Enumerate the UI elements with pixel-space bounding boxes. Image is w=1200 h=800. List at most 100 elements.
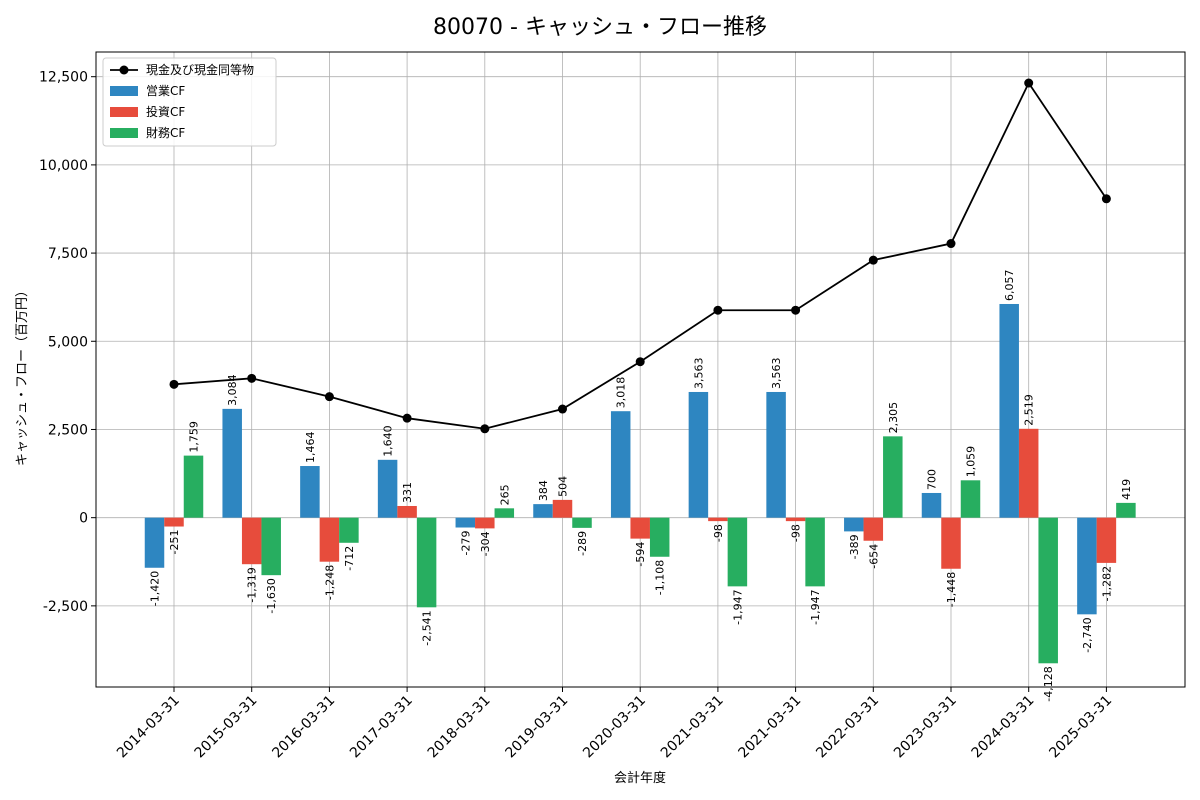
bar-財務CF	[183, 455, 204, 518]
y-tick-label: 2,500	[48, 422, 88, 438]
x-axis: 2014-03-31 2015-03-31 2016-03-31 2017-03-31…	[114, 687, 1115, 761]
bar-投資CF	[1096, 517, 1117, 563]
bar-投資CF	[708, 517, 728, 522]
data-label: -289	[576, 531, 589, 556]
data-label: 504	[557, 476, 570, 497]
x-tick-label: 2015-03-31	[192, 693, 261, 762]
bar-投資CF	[863, 517, 884, 541]
y-tick-label: 10,000	[39, 158, 88, 174]
bars-layer	[144, 303, 1136, 664]
bar-財務CF	[494, 508, 515, 518]
x-tick-label: 2016-03-31	[269, 693, 338, 762]
x-tick-label: 2021-03-31	[658, 693, 727, 762]
legend-entry: 営業CF	[146, 84, 185, 98]
data-label: -1,947	[809, 589, 822, 624]
bar-財務CF	[416, 517, 437, 608]
line-point	[635, 357, 645, 367]
bar-財務CF	[572, 517, 592, 528]
bar-営業CF	[533, 504, 553, 518]
data-label: -1,248	[323, 565, 336, 600]
x-tick-label: 2014-03-31	[114, 693, 183, 762]
data-label: 3,018	[615, 377, 628, 409]
data-label: -1,947	[731, 589, 744, 624]
bar-財務CF	[261, 517, 281, 576]
data-label: -98	[790, 524, 803, 542]
bar-財務CF	[1038, 517, 1058, 664]
data-label: 700	[926, 469, 939, 490]
bar-投資CF	[319, 517, 340, 562]
bar-投資CF	[241, 517, 262, 565]
chart-title: 80070 - キャッシュ・フロー推移	[433, 15, 767, 40]
data-label: -304	[479, 531, 492, 556]
data-label: 3,084	[226, 374, 239, 406]
data-label: 3,563	[692, 357, 705, 389]
y-tick-label: 7,500	[48, 246, 88, 262]
x-tick-label: 2023-03-31	[891, 693, 960, 762]
bar-営業CF	[222, 408, 242, 518]
y-tick-label: 12,500	[39, 70, 88, 86]
bar-財務CF	[727, 517, 748, 587]
legend-entry: 現金及び現金同等物	[146, 62, 254, 77]
bar-投資CF	[1018, 428, 1039, 518]
legend-bar-swatch	[110, 107, 138, 117]
x-tick-label: 2018-03-31	[425, 693, 494, 762]
legend-box	[102, 57, 277, 147]
bar-財務CF	[883, 436, 903, 518]
bar-財務CF	[649, 517, 670, 557]
line-point	[791, 305, 801, 315]
bar-財務CF	[339, 517, 359, 543]
y-tick-label: 0	[79, 511, 88, 527]
data-label: 2,305	[887, 402, 900, 434]
y-axis: -2,500 0 2,500 5,000 7,500 10,000 12,500	[39, 70, 96, 615]
x-tick-label: 2017-03-31	[347, 693, 416, 762]
x-tick-label: 2019-03-31	[502, 693, 571, 762]
bar-営業CF	[300, 466, 320, 518]
bar-投資CF	[552, 499, 573, 518]
data-label: 1,759	[188, 421, 201, 453]
line-point	[169, 379, 179, 389]
data-label: 1,059	[965, 446, 978, 478]
legend-entry: 投資CF	[146, 104, 185, 119]
bar-営業CF	[766, 391, 786, 518]
bar-営業CF	[844, 517, 864, 532]
line-point	[402, 413, 412, 423]
bar-営業CF	[1077, 517, 1097, 615]
bar-財務CF	[1116, 502, 1136, 518]
legend-entry: 財務CF	[146, 125, 185, 140]
data-label: -98	[712, 524, 725, 542]
bar-投資CF	[785, 517, 806, 522]
data-label: -2,541	[421, 610, 434, 645]
line-point	[713, 305, 723, 315]
data-label: 1,640	[382, 425, 395, 457]
data-label: -279	[459, 531, 472, 556]
bar-営業CF	[688, 391, 709, 518]
data-label: -4,128	[1042, 666, 1055, 701]
bar-営業CF	[144, 517, 165, 568]
line-point	[324, 392, 334, 402]
bar-営業CF	[921, 492, 942, 518]
data-label: -594	[634, 542, 647, 567]
line-layer	[169, 78, 1111, 434]
data-label: -251	[168, 530, 181, 555]
x-tick-label: 2022-03-31	[813, 693, 882, 762]
legend-marker	[119, 65, 129, 75]
data-label: -1,630	[265, 578, 278, 613]
bar-投資CF	[164, 517, 184, 527]
bar-財務CF	[805, 517, 825, 587]
bar-営業CF	[999, 303, 1019, 518]
data-label: -1,448	[945, 572, 958, 607]
data-label: 384	[537, 480, 550, 501]
y-axis-label: キャッシュ・フロー（百万円）	[15, 284, 30, 466]
data-label: -389	[848, 534, 861, 559]
data-label: -1,282	[1100, 566, 1113, 601]
line-point	[480, 424, 490, 434]
data-label: 6,057	[1003, 269, 1016, 301]
line-point	[558, 404, 567, 414]
data-label: -2,740	[1081, 617, 1094, 652]
line-point	[247, 373, 257, 383]
data-label: -712	[343, 546, 356, 571]
data-labels-layer: -1,420 3,084 1,464 1,640 -279 384 3,018 3,563 3,…	[149, 269, 1133, 701]
data-label: 3,563	[770, 357, 783, 389]
